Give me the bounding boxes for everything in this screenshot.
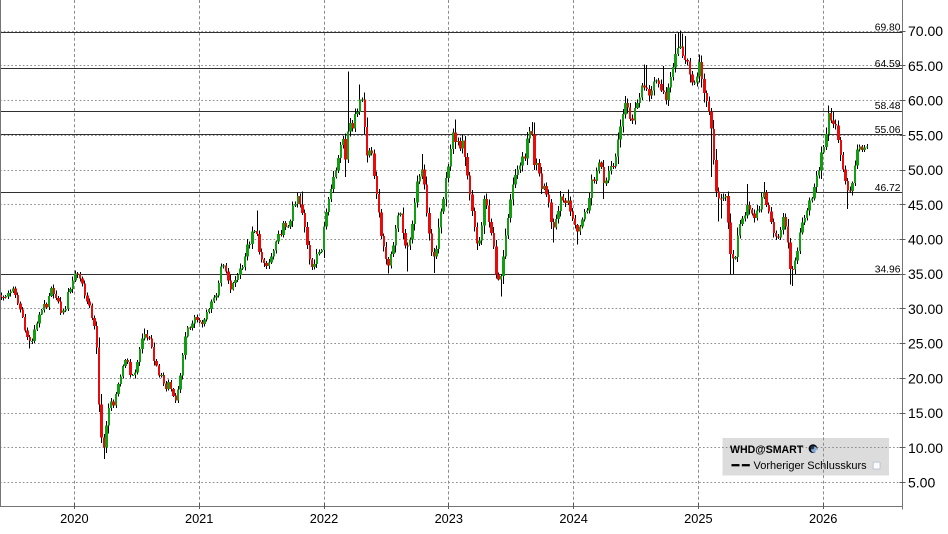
svg-text:10.00: 10.00 — [908, 440, 943, 456]
svg-text:46.72: 46.72 — [875, 183, 901, 194]
svg-text:70.00: 70.00 — [908, 23, 943, 39]
svg-text:35.00: 35.00 — [908, 266, 943, 282]
svg-text:65.00: 65.00 — [908, 58, 943, 74]
svg-text:40.00: 40.00 — [908, 232, 943, 248]
svg-text:WHD@SMART: WHD@SMART — [730, 444, 804, 456]
svg-text:45.00: 45.00 — [908, 197, 943, 213]
svg-text:15.00: 15.00 — [908, 405, 943, 421]
svg-text:5.00: 5.00 — [908, 475, 935, 491]
svg-text:2024: 2024 — [559, 511, 587, 526]
svg-text:34.96: 34.96 — [875, 265, 901, 276]
svg-text:58.48: 58.48 — [875, 101, 901, 112]
svg-text:55.00: 55.00 — [908, 127, 943, 143]
svg-text:64.59: 64.59 — [875, 59, 901, 70]
svg-text:60.00: 60.00 — [908, 93, 943, 109]
svg-text:55.06: 55.06 — [875, 125, 901, 136]
svg-text:69.80: 69.80 — [875, 23, 901, 34]
svg-text:2025: 2025 — [684, 511, 712, 526]
svg-text:2020: 2020 — [60, 511, 88, 526]
svg-text:2021: 2021 — [185, 511, 213, 526]
svg-text:30.00: 30.00 — [908, 301, 943, 317]
svg-text:20.00: 20.00 — [908, 370, 943, 386]
svg-text:2023: 2023 — [435, 511, 463, 526]
svg-text:25.00: 25.00 — [908, 336, 943, 352]
svg-text:50.00: 50.00 — [908, 162, 943, 178]
svg-text:Vorheriger Schlusskurs: Vorheriger Schlusskurs — [754, 460, 868, 472]
svg-text:2026: 2026 — [809, 511, 837, 526]
svg-text:2022: 2022 — [310, 511, 338, 526]
